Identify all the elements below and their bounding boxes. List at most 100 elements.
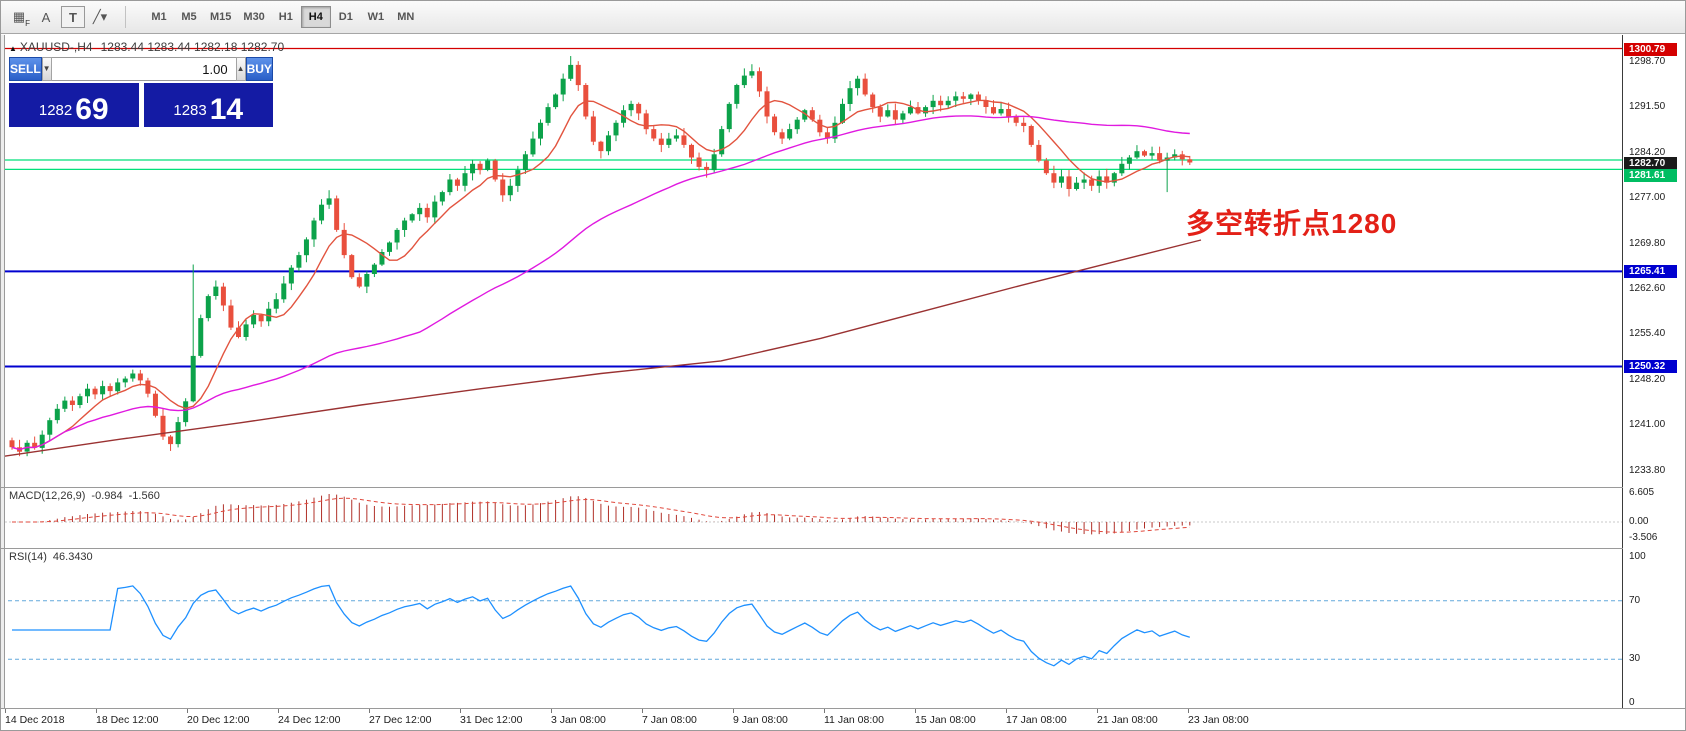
line-studies-toolbar: ▦ F A T ╱▾ xyxy=(7,6,115,28)
chart-marker-icon: ▲ xyxy=(9,44,17,53)
macd-value-main: -0.984 xyxy=(91,490,123,502)
price-tick: 1233.80 xyxy=(1629,464,1666,476)
ask-price-display: 1283 14 xyxy=(143,83,273,127)
time-label: 14 Dec 2018 xyxy=(5,714,65,726)
time-label: 3 Jan 08:00 xyxy=(551,714,606,726)
icon-sublabel: F xyxy=(25,19,30,28)
bid-price-display: 1282 69 xyxy=(9,83,139,127)
price-tick: 1269.80 xyxy=(1629,237,1666,249)
time-label: 24 Dec 12:00 xyxy=(278,714,341,726)
price-tick: 1298.70 xyxy=(1629,55,1666,67)
time-label: 27 Dec 12:00 xyxy=(369,714,432,726)
chart-annotation-text: 多空转折点1280 xyxy=(1186,208,1398,239)
price-tag: 1282.70 xyxy=(1624,156,1677,170)
ask-price-pips: 14 xyxy=(209,93,244,126)
text-frame-icon[interactable]: T xyxy=(61,6,85,28)
time-label: 23 Jan 08:00 xyxy=(1188,714,1249,726)
macd-name: MACD(12,26,9) xyxy=(9,490,86,502)
price-tick: 1255.40 xyxy=(1629,328,1666,340)
price-tag: 1300.79 xyxy=(1624,42,1677,56)
price-axis-border xyxy=(1622,35,1623,708)
timeframe-w1-button[interactable]: W1 xyxy=(367,11,385,23)
time-tick xyxy=(5,709,6,713)
time-label: 9 Jan 08:00 xyxy=(733,714,788,726)
price-tick: 1284.20 xyxy=(1629,147,1666,159)
time-label: 11 Jan 08:00 xyxy=(824,714,884,726)
buy-button[interactable]: BUY xyxy=(245,57,273,81)
time-tick xyxy=(369,709,370,713)
rsi-axis-label: 30 xyxy=(1629,653,1641,665)
time-tick xyxy=(1097,709,1098,713)
time-tick xyxy=(551,709,552,713)
timeframe-d1-button[interactable]: D1 xyxy=(338,11,353,23)
time-label: 7 Jan 08:00 xyxy=(642,714,697,726)
sell-button[interactable]: SELL xyxy=(9,57,42,81)
time-label: 20 Dec 12:00 xyxy=(187,714,250,726)
macd-axis-label: 0.00 xyxy=(1629,516,1649,527)
time-tick xyxy=(278,709,279,713)
time-tick xyxy=(915,709,916,713)
macd-value-signal: -1.560 xyxy=(128,490,160,502)
ask-price-main: 1283 xyxy=(173,102,207,119)
macd-label: MACD(12,26,9) -0.984 -1.560 xyxy=(9,490,166,502)
time-tick xyxy=(733,709,734,713)
chart-left-frame xyxy=(1,35,5,730)
timeframe-h4-button[interactable]: H4 xyxy=(300,6,331,28)
time-tick xyxy=(642,709,643,713)
rsi-value: 46.3430 xyxy=(52,551,93,563)
rsi-axis-label: 70 xyxy=(1629,594,1641,606)
price-tag: 1265.41 xyxy=(1624,265,1677,279)
lot-increase-button[interactable]: ▲ xyxy=(235,57,246,81)
bid-price-main: 1282 xyxy=(38,102,73,119)
grid-f-icon[interactable]: ▦ F xyxy=(12,9,30,28)
price-tick: 1241.00 xyxy=(1629,419,1666,431)
chart-macd-divider[interactable] xyxy=(1,487,1685,488)
ohlc-values: 1283.44 1283.44 1282.18 1282.70 xyxy=(100,40,285,54)
chart-header: ▲ XAUUSD-,H4 1283.44 1283.44 1282.18 1282.… xyxy=(9,40,284,54)
symbol-timeframe-label: XAUUSD-,H4 xyxy=(19,40,93,54)
price-tag: 1250.32 xyxy=(1624,360,1677,374)
lot-decrease-button[interactable]: ▼ xyxy=(41,57,52,81)
one-click-trade-panel: SELL ▼ ▲ BUY 1282 69 1283 14 xyxy=(9,57,273,127)
bid-price-pips: 69 xyxy=(75,93,109,126)
rsi-axis-label: 100 xyxy=(1629,551,1646,562)
time-tick xyxy=(96,709,97,713)
time-label: 31 Dec 12:00 xyxy=(460,714,523,726)
text-label-icon[interactable]: A xyxy=(41,9,51,25)
time-tick xyxy=(460,709,461,713)
toolbar-separator xyxy=(125,6,126,28)
line-tools-icon[interactable]: ╱▾ xyxy=(92,9,108,24)
lot-size-input[interactable] xyxy=(51,57,236,81)
rsi-label: RSI(14) 46.3430 xyxy=(9,551,99,563)
time-label: 21 Jan 08:00 xyxy=(1097,714,1158,726)
price-tick: 1262.60 xyxy=(1629,283,1666,295)
rsi-time-divider xyxy=(1,708,1685,709)
timeframes-toolbar: M1 M5 M15 M30 H1 H4 D1 W1 MN xyxy=(144,6,421,28)
time-tick xyxy=(187,709,188,713)
timeframe-m30-button[interactable]: M30 xyxy=(243,11,265,23)
rsi-axis-label: 0 xyxy=(1629,697,1635,708)
timeframe-m1-button[interactable]: M1 xyxy=(151,11,167,23)
timeframe-m15-button[interactable]: M15 xyxy=(210,11,232,23)
macd-axis-label: 6.605 xyxy=(1629,487,1655,498)
toolbar: ▦ F A T ╱▾ M1 M5 M15 M30 H1 H4 D1 W1 MN xyxy=(1,1,1685,34)
price-tick: 1248.20 xyxy=(1629,373,1666,385)
time-label: 15 Jan 08:00 xyxy=(915,714,976,726)
time-tick xyxy=(824,709,825,713)
timeframe-m5-button[interactable]: M5 xyxy=(181,11,197,23)
price-tag: 1281.61 xyxy=(1624,169,1677,183)
time-axis[interactable]: 14 Dec 2018 18 Dec 12:00 20 Dec 12:00 24 De… xyxy=(1,709,1685,730)
rsi-name: RSI(14) xyxy=(9,551,47,563)
price-tick: 1277.00 xyxy=(1629,192,1666,204)
price-axis[interactable]: 1298.70 1291.50 1284.20 1277.00 1269.80 1262.… xyxy=(1623,35,1685,708)
timeframe-mn-button[interactable]: MN xyxy=(397,11,415,23)
time-label: 18 Dec 12:00 xyxy=(96,714,159,726)
chart-area[interactable] xyxy=(1,35,1622,708)
macd-axis-label: -3.506 xyxy=(1629,531,1658,543)
price-tick: 1291.50 xyxy=(1629,101,1666,113)
timeframe-h1-button[interactable]: H1 xyxy=(278,11,293,23)
time-tick xyxy=(1006,709,1007,713)
time-tick xyxy=(1188,709,1189,713)
macd-rsi-divider[interactable] xyxy=(1,548,1685,549)
